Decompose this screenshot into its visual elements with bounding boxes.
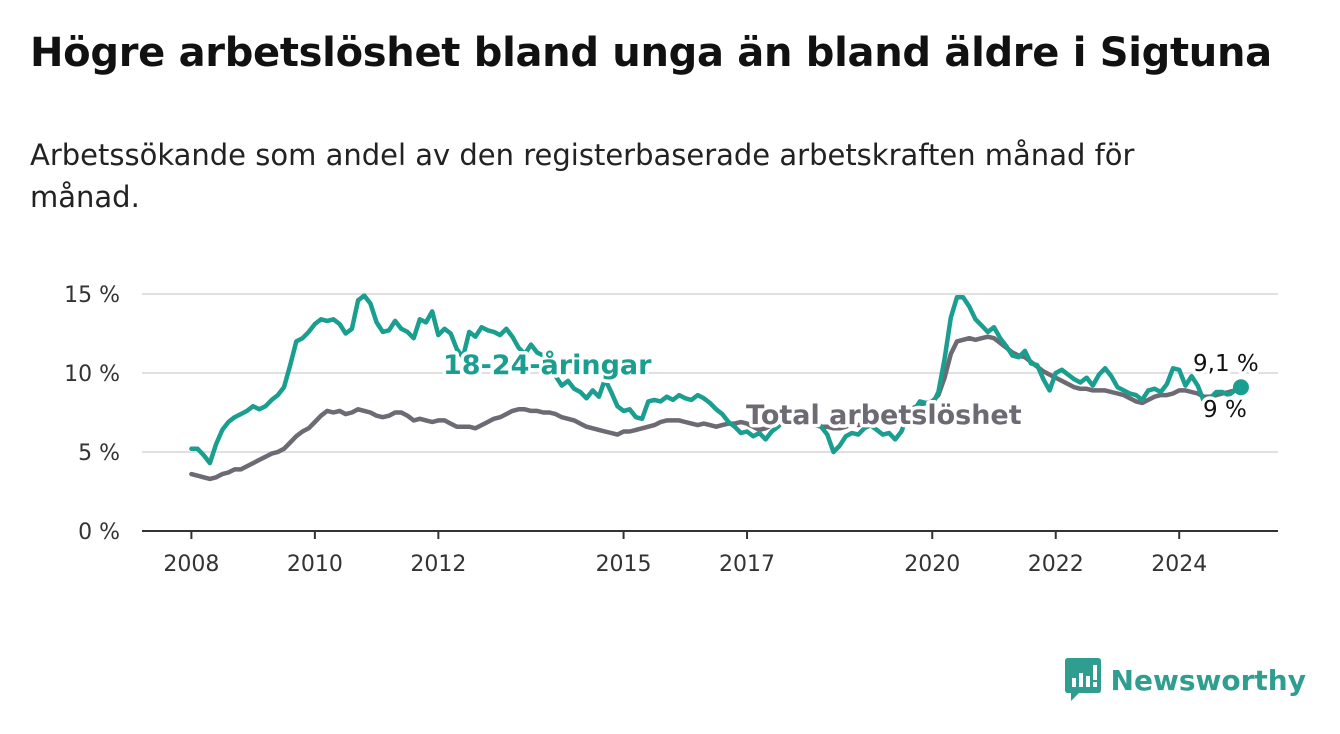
axes: 0 % 5 % 10 % 15 % 2008 2010 2012 2015 2017 2020 20… — [64, 283, 1278, 577]
chart-title: Högre arbetslöshet bland unga än bland ä… — [30, 30, 1272, 76]
x-tick-label: 2008 — [163, 552, 219, 577]
brand-logo: Newsworthy — [1064, 658, 1306, 702]
x-tick-label: 2024 — [1151, 552, 1207, 577]
brand-name: Newsworthy — [1110, 663, 1306, 697]
line-chart: 0 % 5 % 10 % 15 % 2008 2010 2012 2015 2017 2020 20… — [64, 283, 1278, 577]
x-tick-label: 2022 — [1028, 552, 1084, 577]
chart-subtitle: Arbetssökande som andel av den registerb… — [30, 138, 1135, 214]
end-point-marker — [1232, 379, 1249, 396]
x-tick-label: 2017 — [719, 552, 775, 577]
y-tick-label: 15 % — [64, 283, 120, 308]
x-tick-label: 2015 — [596, 552, 652, 577]
y-tick-label: 0 % — [78, 520, 120, 545]
y-tick-label: 5 % — [78, 441, 120, 466]
y-tick-label: 10 % — [64, 362, 120, 387]
x-tick-label: 2010 — [287, 552, 343, 577]
newsworthy-logo-icon — [1064, 658, 1101, 701]
x-tick-label: 2012 — [410, 552, 466, 577]
gridlines — [142, 293, 1278, 453]
x-tick-label: 2020 — [904, 552, 960, 577]
end-value-total: 9 % — [1203, 397, 1247, 423]
series-lines — [189, 293, 1249, 482]
series-label-total: Total arbetslöshet — [746, 400, 1022, 431]
series-line-total — [189, 334, 1244, 482]
series-labels: 18-24-åringar Total arbetslöshet 9,1 % 9 % — [440, 346, 1263, 435]
end-value-youth: 9,1 % — [1193, 351, 1259, 377]
series-label-youth: 18-24-åringar — [443, 349, 652, 381]
series-line-youth — [189, 293, 1244, 466]
